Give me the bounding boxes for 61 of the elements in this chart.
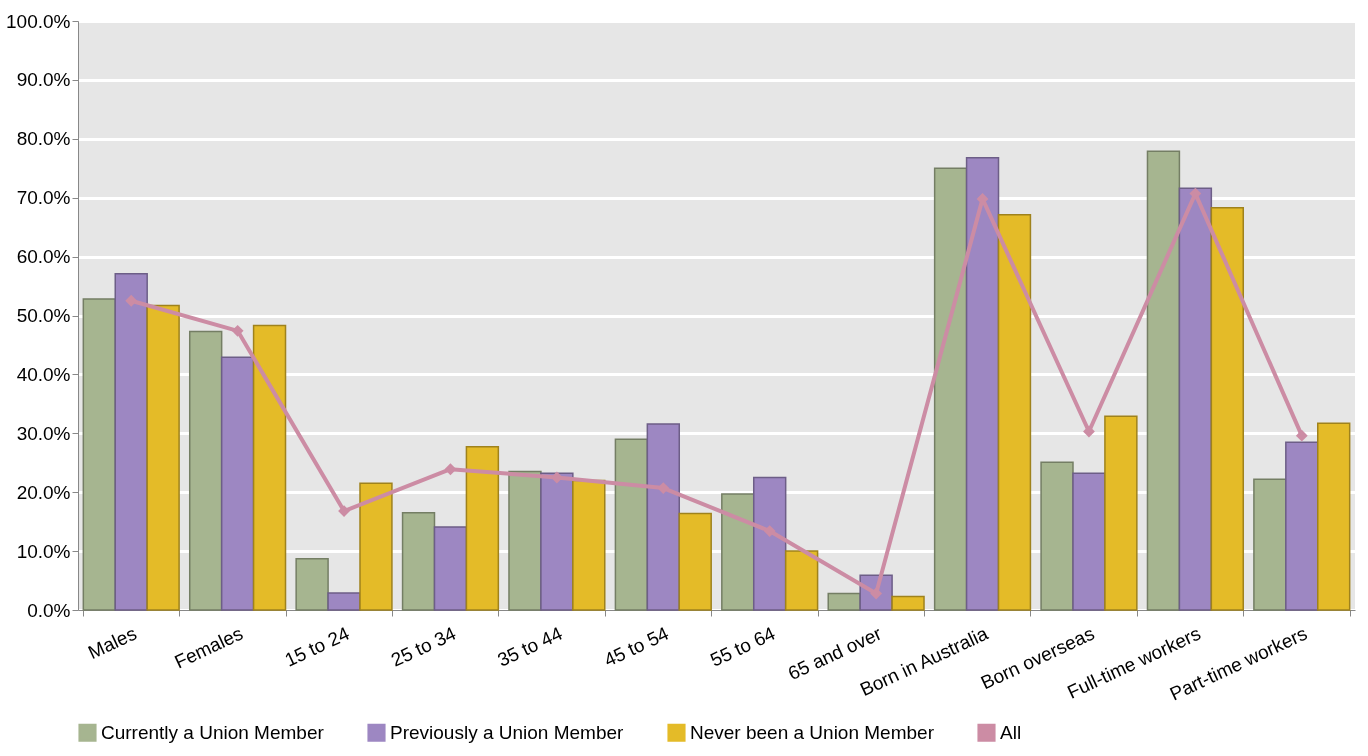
bar	[572, 479, 606, 611]
point	[1083, 425, 1095, 438]
bar	[295, 558, 329, 611]
bar	[508, 470, 542, 611]
bar	[188, 330, 223, 611]
bar	[1285, 441, 1319, 611]
bar	[646, 423, 680, 611]
y-tick-label: 40.0%	[16, 363, 71, 385]
y-tick-label: 60.0%	[16, 246, 71, 268]
bar	[891, 595, 925, 611]
y-tick-label: 20.0%	[16, 481, 71, 503]
x-tick-label: 15 to 24	[281, 622, 353, 671]
bar	[753, 476, 787, 611]
y-tick-label: 100.0%	[6, 10, 71, 32]
bar	[327, 592, 361, 611]
point	[1295, 429, 1308, 442]
bar	[1210, 206, 1245, 611]
bar	[1104, 415, 1138, 611]
bar	[401, 512, 436, 611]
bar	[82, 298, 116, 611]
y-tick-label: 10.0%	[16, 540, 71, 562]
bar	[1040, 461, 1074, 611]
bar	[359, 482, 393, 611]
point	[231, 324, 244, 337]
legend-label: Never been a Union Member	[690, 721, 935, 743]
point	[1189, 187, 1202, 200]
bar	[965, 156, 1000, 611]
y-tick-label: 70.0%	[16, 187, 71, 209]
bar	[1317, 422, 1351, 611]
y-tick-label: 90.0%	[16, 69, 71, 91]
bar	[220, 356, 255, 611]
bar	[614, 438, 649, 611]
bar	[1072, 472, 1106, 611]
legend-label: Currently a Union Member	[101, 721, 325, 743]
bar	[1178, 187, 1213, 611]
bar	[933, 167, 968, 611]
y-tick-label: 50.0%	[16, 305, 71, 326]
x-tick-label: Males	[84, 622, 140, 664]
bar	[540, 472, 574, 611]
point	[763, 525, 776, 537]
bar	[827, 592, 861, 611]
x-tick-label: 25 to 34	[387, 622, 460, 671]
x-tick-label: 55 to 64	[707, 622, 779, 671]
bar	[433, 526, 468, 611]
bar	[997, 214, 1032, 611]
bar	[678, 512, 712, 611]
bar	[252, 324, 287, 611]
bar	[1253, 478, 1287, 611]
x-tick-label: 45 to 54	[600, 622, 673, 671]
y-tick-label: 30.0%	[16, 422, 71, 444]
bar	[721, 493, 755, 611]
bar	[114, 272, 148, 611]
legend-label: Previously a Union Member	[390, 721, 625, 743]
bar	[146, 304, 180, 611]
legend-label: All	[1000, 721, 1022, 743]
bar	[784, 550, 819, 611]
y-tick-label: 80.0%	[16, 128, 71, 150]
bar	[1146, 150, 1181, 611]
x-tick-label: 35 to 44	[494, 622, 566, 671]
y-tick-label: 0.0%	[27, 599, 71, 621]
bar	[465, 446, 500, 611]
